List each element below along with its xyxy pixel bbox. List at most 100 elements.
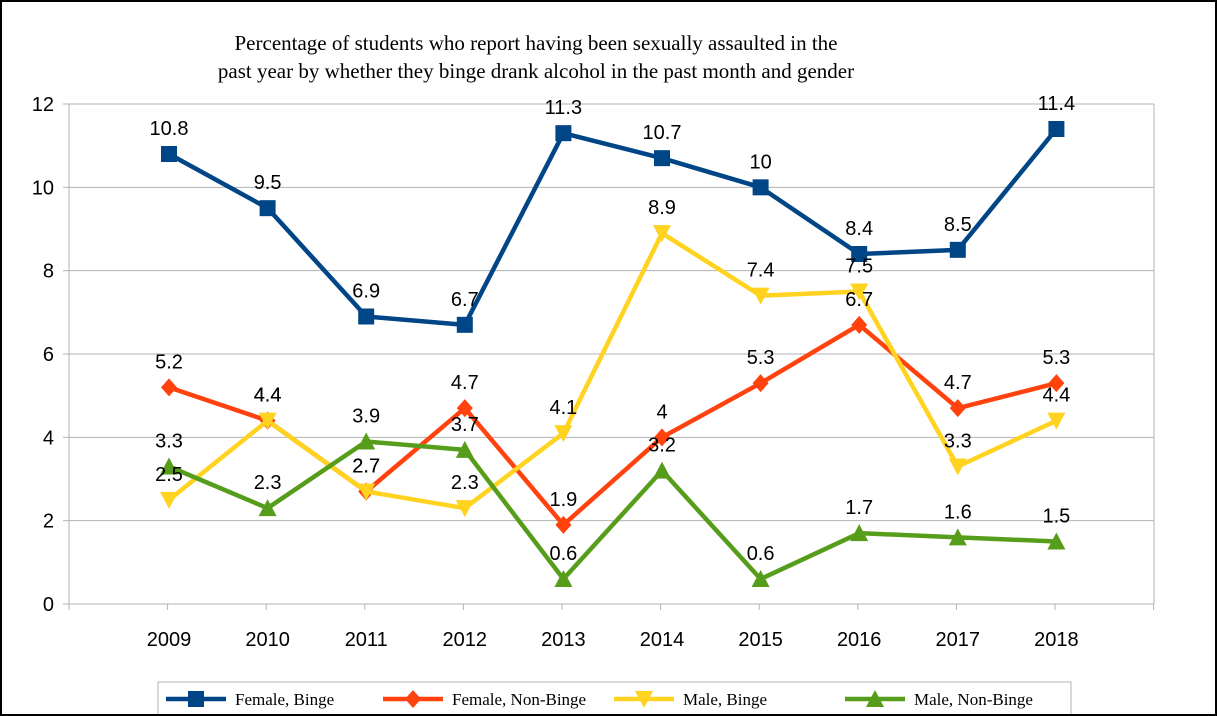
data-point-female-binge (456, 316, 473, 333)
data-point-female-non-binge (654, 428, 670, 447)
series-line-female-binge (167, 127, 1059, 328)
data-point-male-non-binge (1047, 532, 1066, 550)
data-label-female-binge: 11.4 (1038, 93, 1075, 115)
x-tick-label-2016: 2016 (837, 629, 882, 651)
data-label-female-binge: 6.9 (352, 281, 380, 303)
series-male-non-binge (160, 432, 1066, 587)
chart-title: Percentage of students who report having… (218, 31, 854, 83)
x-tick-label-2013: 2013 (541, 629, 586, 651)
legend-item-female-binge: Female, Binge (166, 690, 334, 709)
data-point-male-binge (751, 287, 770, 305)
data-label-female-binge: 8.4 (845, 218, 873, 240)
data-label-female-non-binge: 2.7 (352, 456, 380, 478)
data-label-male-non-binge: 0.6 (747, 543, 775, 565)
series-line-male-binge (167, 230, 1058, 511)
data-point-male-non-binge (554, 570, 573, 587)
data-point-male-non-binge (258, 499, 277, 517)
data-label-female-non-binge: 6.7 (845, 289, 873, 311)
data-label-female-binge: 10 (749, 151, 771, 173)
data-label-male-binge: 2.5 (155, 464, 183, 486)
data-point-female-non-binge (1048, 374, 1065, 393)
data-label-male-binge: 4.4 (254, 385, 282, 407)
legend-label: Female, Binge (235, 690, 334, 709)
data-point-male-non-binge (455, 440, 474, 458)
data-label-female-non-binge: 5.3 (1042, 347, 1070, 369)
data-label-male-non-binge: 1.7 (845, 497, 873, 519)
y-tick-label: 8 (43, 261, 54, 283)
data-label-male-non-binge: 1.6 (944, 501, 972, 523)
x-tick-label-2018: 2018 (1034, 629, 1079, 651)
data-label-male-binge: 2.3 (451, 472, 479, 494)
data-point-female-binge (1048, 121, 1065, 137)
data-point-female-binge (259, 200, 276, 217)
data-point-male-non-binge (948, 528, 967, 546)
data-label-male-binge: 4.1 (549, 397, 577, 419)
data-label-female-non-binge: 4 (656, 401, 667, 423)
data-point-male-non-binge (751, 570, 770, 587)
data-label-male-non-binge: 0.6 (549, 543, 577, 565)
data-label-female-non-binge: 5.3 (747, 347, 775, 369)
data-point-male-binge (653, 225, 671, 243)
y-tick-label: 6 (43, 344, 54, 366)
data-label-female-binge: 8.5 (944, 214, 972, 236)
x-tick-label-2011: 2011 (345, 629, 388, 651)
data-point-male-binge (357, 483, 376, 501)
series-line-female-non-binge (168, 322, 1057, 528)
data-point-female-binge (851, 246, 868, 262)
y-tick-label: 10 (32, 177, 54, 199)
data-label-male-non-binge: 3.3 (155, 431, 183, 453)
x-tick-label-2014: 2014 (640, 629, 685, 651)
y-tick-label: 4 (43, 427, 54, 449)
data-label-male-binge: 3.3 (944, 431, 972, 453)
data-point-female-non-binge (555, 515, 572, 534)
legend: Female, Binge Female, Non-Binge Male, Bing… (157, 681, 1072, 714)
data-point-male-non-binge (653, 461, 671, 479)
data-point-male-non-binge (357, 432, 376, 450)
data-point-male-binge (850, 283, 869, 301)
x-tick-label-2017: 2017 (936, 629, 981, 651)
data-point-male-binge (554, 425, 573, 443)
data-point-male-non-binge (850, 524, 869, 542)
x-tick-label-2012: 2012 (443, 629, 488, 651)
data-point-female-binge (358, 308, 375, 325)
axes: 0 2 4 6 8 10 12 2009 2010 2011 2012 2013 2014 2015 201… (32, 94, 1155, 651)
data-point-male-binge (455, 500, 474, 518)
x-tick-label-2009: 2009 (147, 629, 192, 651)
data-label-female-binge: 10.8 (150, 118, 189, 140)
data-label-male-non-binge: 2.3 (254, 472, 282, 494)
data-point-female-non-binge (161, 378, 177, 397)
series-male-binge (160, 225, 1066, 518)
legend-swatch-marker (635, 691, 653, 708)
legend-swatch-marker (405, 690, 421, 708)
legend-label: Male, Non-Binge (914, 690, 1033, 709)
data-point-female-binge (654, 150, 670, 167)
data-point-male-non-binge (160, 457, 178, 475)
data-label-male-binge: 4.4 (1042, 385, 1070, 407)
data-point-female-binge (161, 146, 177, 162)
data-point-female-non-binge (851, 315, 868, 334)
y-tick-label: 2 (43, 511, 54, 533)
data-point-female-non-binge (949, 399, 966, 418)
data-label-female-binge: 11.3 (545, 97, 582, 119)
data-point-female-binge (555, 125, 572, 142)
x-tick-label-2010: 2010 (245, 629, 290, 651)
data-label-female-binge: 6.7 (451, 289, 479, 311)
data-label-female-binge: 10.7 (643, 122, 682, 144)
series (160, 121, 1066, 587)
data-point-female-binge (752, 179, 769, 196)
gridlines (69, 103, 1154, 522)
legend-item-female-non-binge: Female, Non-Binge (383, 690, 586, 709)
chart-title-line-1: Percentage of students who report having… (235, 31, 838, 55)
y-tick-label: 12 (32, 94, 54, 116)
chart-title-line-2: past year by whether they binge drank al… (218, 59, 854, 83)
data-point-female-non-binge (752, 374, 769, 393)
x-tick-label-2015: 2015 (738, 629, 783, 651)
data-label-male-non-binge: 3.9 (352, 406, 380, 428)
data-point-female-binge (949, 241, 966, 258)
data-labels: 10.8 9.5 6.9 6.7 11.3 10.7 10 8.4 8.5 11.4 5.2 4.4 2… (150, 93, 1076, 565)
legend-swatch-marker (866, 690, 884, 707)
data-label-female-non-binge: 4.7 (451, 372, 479, 394)
data-point-male-binge (258, 412, 277, 430)
legend-item-male-non-binge: Male, Non-Binge (845, 690, 1033, 709)
